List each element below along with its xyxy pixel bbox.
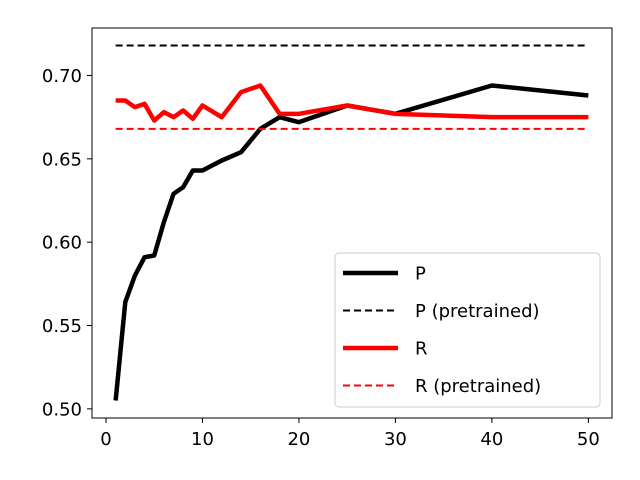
legend-label: P (pretrained) — [415, 301, 540, 322]
x-tick-label: 0 — [100, 429, 111, 450]
x-tick-label: 20 — [287, 429, 310, 450]
x-tick-label: 30 — [384, 429, 407, 450]
y-axis: 0.50 0.55 0.60 0.65 0.70 — [42, 66, 92, 420]
y-tick-label: 0.55 — [42, 316, 82, 337]
legend-label: R (pretrained) — [415, 376, 541, 397]
legend-label: R — [415, 339, 428, 360]
legend-label: P — [415, 264, 426, 285]
legend: P P (pretrained) R R (pretrained) — [334, 252, 601, 408]
y-tick-label: 0.50 — [42, 399, 82, 420]
y-tick-label: 0.65 — [42, 149, 82, 170]
legend-box — [334, 252, 601, 408]
x-tick-label: 10 — [191, 429, 214, 450]
plot-frame — [91, 27, 613, 419]
x-tick-label: 40 — [480, 429, 503, 450]
y-tick-label: 0.70 — [42, 66, 82, 87]
x-tick-label: 50 — [577, 429, 600, 450]
series-line-r — [115, 83, 589, 123]
y-tick-label: 0.60 — [42, 233, 82, 254]
x-axis: 0 10 20 30 40 50 — [100, 418, 600, 450]
series-layer — [113, 44, 589, 401]
